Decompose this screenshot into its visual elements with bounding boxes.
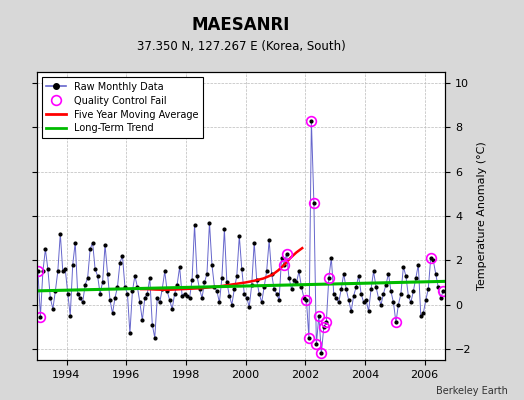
Y-axis label: Temperature Anomaly (°C): Temperature Anomaly (°C) xyxy=(477,142,487,290)
Text: Berkeley Earth: Berkeley Earth xyxy=(436,386,508,396)
Text: 37.350 N, 127.267 E (Korea, South): 37.350 N, 127.267 E (Korea, South) xyxy=(137,40,345,53)
Legend: Raw Monthly Data, Quality Control Fail, Five Year Moving Average, Long-Term Tren: Raw Monthly Data, Quality Control Fail, … xyxy=(41,77,203,138)
Text: MAESANRI: MAESANRI xyxy=(192,16,290,34)
